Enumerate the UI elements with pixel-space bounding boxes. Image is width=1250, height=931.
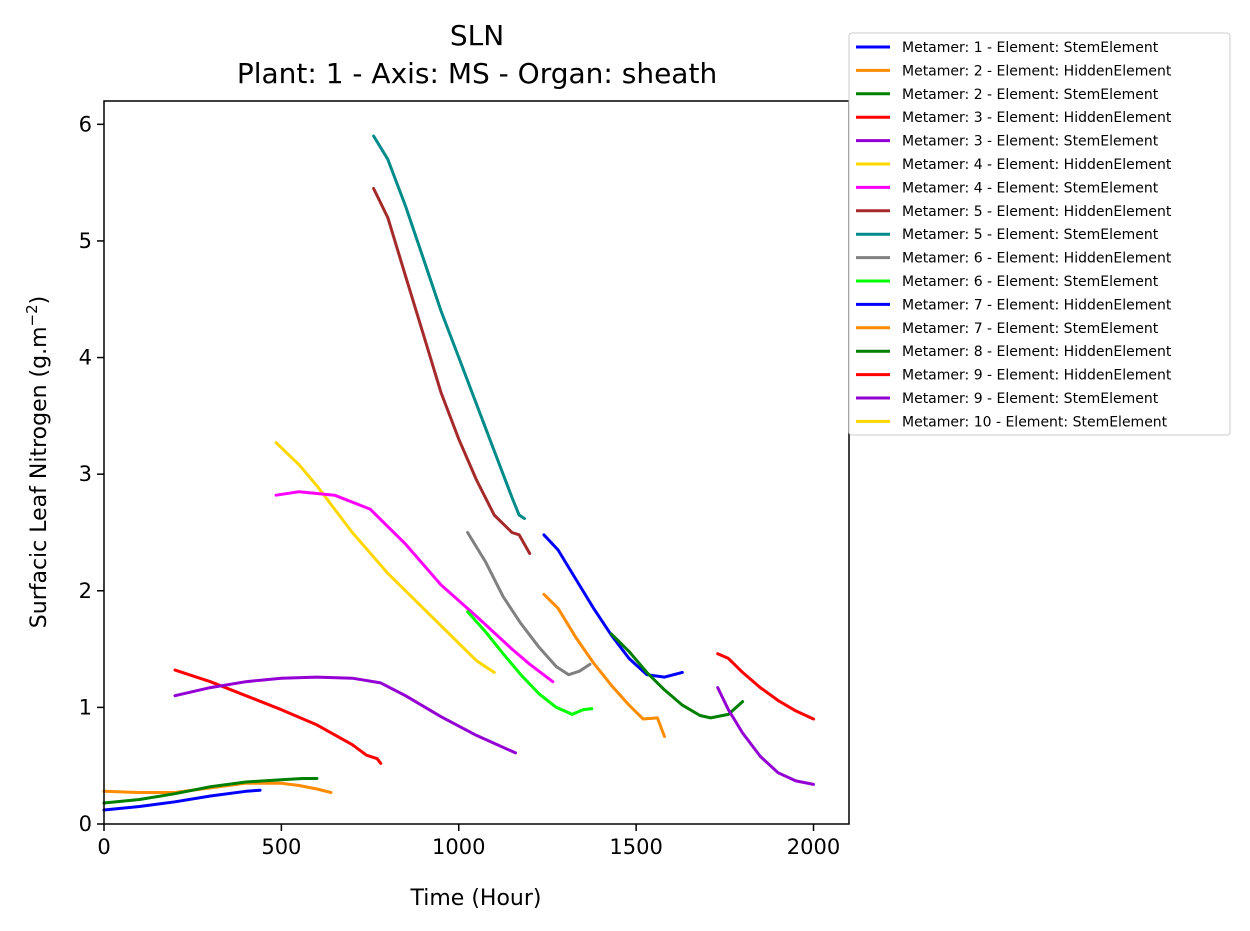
legend-label-13: Metamer: 7 - Element: StemElement [902, 321, 1159, 337]
legend-label-1: Metamer: 1 - Element: StemElement [902, 40, 1159, 56]
y-axis-label-main: Surfacic Leaf Nitrogen (g.m [27, 326, 52, 628]
legend: Metamer: 1 - Element: StemElement Metamer… [848, 32, 1231, 436]
series-line-1 [102, 788, 262, 812]
y-tick-label: 0 [79, 812, 92, 836]
y-axis-label-sup: −2 [23, 304, 41, 326]
legend-label-3: Metamer: 2 - Element: StemElement [902, 87, 1159, 103]
y-tick-label: 2 [79, 579, 92, 603]
y-tick-label: 3 [79, 462, 92, 486]
legend-label-2: Metamer: 2 - Element: HiddenElement [902, 63, 1172, 79]
plot-frame [103, 100, 850, 825]
x-axis: 0 500 1000 1500 2000 [97, 824, 840, 859]
legend-label-17: Metamer: 10 - Element: StemElement [902, 414, 1168, 430]
series-line-7 [274, 490, 555, 684]
x-tick-label: 1000 [432, 835, 485, 859]
y-tick-label: 4 [79, 346, 92, 370]
legend-label-11: Metamer: 6 - Element: StemElement [902, 274, 1159, 290]
legend-label-9: Metamer: 5 - Element: StemElement [902, 227, 1159, 243]
legend-frame [848, 32, 1231, 436]
legend-label-6: Metamer: 4 - Element: HiddenElement [902, 157, 1172, 173]
y-axis-label-end: ) [27, 296, 52, 305]
legend-label-14: Metamer: 8 - Element: HiddenElement [902, 344, 1172, 360]
series-line-14 [609, 632, 745, 720]
series-line-5 [173, 675, 517, 755]
y-tick-label: 6 [79, 112, 92, 136]
legend-label-7: Metamer: 4 - Element: StemElement [902, 180, 1159, 196]
series-line-6 [274, 441, 496, 674]
x-tick-label: 0 [97, 835, 110, 859]
series-line-8 [372, 187, 532, 555]
y-axis: 0 1 2 3 4 5 6 [79, 112, 104, 836]
chart-title: SLN [450, 19, 504, 52]
x-tick-label: 2000 [787, 835, 840, 859]
series-line-13 [542, 592, 666, 738]
series-layer [102, 134, 815, 812]
series-line-10 [466, 531, 592, 677]
x-axis-label: Time (Hour) [410, 886, 542, 911]
legend-label-15: Metamer: 9 - Element: HiddenElement [902, 368, 1172, 384]
y-tick-label: 5 [79, 229, 92, 253]
plot-area [102, 100, 850, 825]
y-tick-label: 1 [79, 695, 92, 719]
chart-subtitle: Plant: 1 - Axis: MS - Organ: sheath [237, 57, 717, 90]
series-line-15 [716, 652, 815, 721]
series-line-16 [716, 686, 815, 786]
legend-label-5: Metamer: 3 - Element: StemElement [902, 134, 1159, 150]
legend-label-12: Metamer: 7 - Element: HiddenElement [902, 297, 1172, 313]
series-line-12 [542, 533, 684, 679]
legend-label-8: Metamer: 5 - Element: HiddenElement [902, 204, 1172, 220]
series-line-11 [466, 610, 594, 716]
x-tick-label: 500 [261, 835, 301, 859]
x-tick-label: 1500 [609, 835, 662, 859]
legend-label-10: Metamer: 6 - Element: HiddenElement [902, 251, 1172, 267]
y-axis-label: Surfacic Leaf Nitrogen (g.m−2) [23, 296, 52, 628]
series-line-9 [372, 134, 526, 520]
series-line-3 [102, 777, 319, 805]
legend-label-16: Metamer: 9 - Element: StemElement [902, 391, 1159, 407]
series-line-4 [173, 668, 383, 765]
legend-label-4: Metamer: 3 - Element: HiddenElement [902, 110, 1172, 126]
legend-items: Metamer: 1 - Element: StemElement Metamer… [856, 40, 1172, 430]
